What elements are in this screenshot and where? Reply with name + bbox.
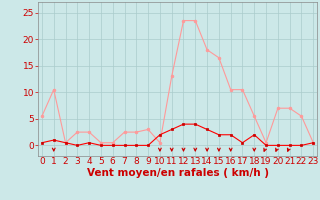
X-axis label: Vent moyen/en rafales ( km/h ): Vent moyen/en rafales ( km/h ) bbox=[87, 168, 268, 178]
